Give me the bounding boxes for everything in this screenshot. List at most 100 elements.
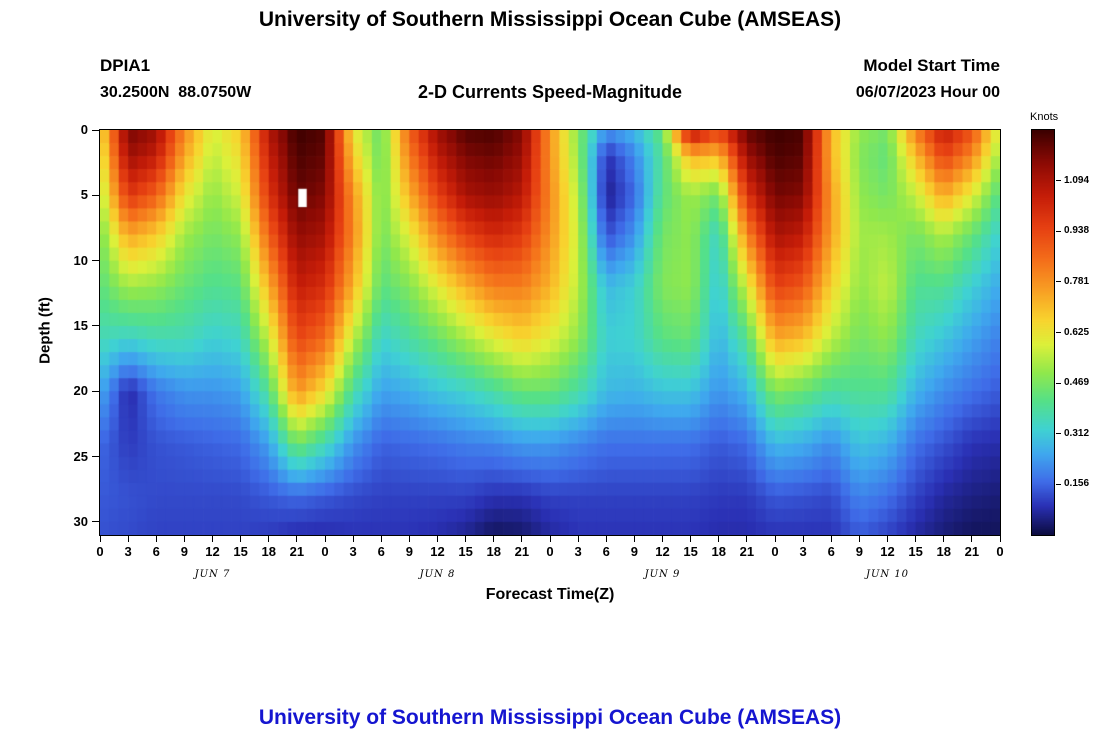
x-tick-label: 3 [124, 544, 132, 559]
x-tick [155, 536, 157, 542]
colorbar-tick [1056, 433, 1061, 435]
x-tick-label: 15 [458, 544, 473, 559]
x-tick-label: 21 [964, 544, 980, 559]
x-tick [662, 536, 663, 542]
colorbar-frame [1031, 129, 1055, 536]
colorbar-tick [1056, 180, 1061, 182]
x-tick [268, 536, 270, 542]
x-tick-label: 9 [180, 544, 188, 559]
x-tick [774, 536, 776, 542]
x-tick [690, 536, 692, 542]
x-tick-label: 6 [152, 544, 160, 559]
x-tick-label: 21 [739, 544, 755, 559]
x-tick-label: 9 [855, 544, 863, 559]
day-label: JUN 10 [865, 569, 910, 580]
colorbar-tick [1056, 281, 1061, 283]
x-tick-label: 15 [908, 544, 923, 559]
x-tick [352, 536, 354, 542]
x-tick [605, 536, 607, 542]
y-tick [92, 129, 99, 131]
y-tick-label: 0 [80, 122, 88, 137]
y-tick [92, 456, 99, 458]
x-tick [380, 536, 382, 542]
x-tick-label: 12 [430, 544, 445, 559]
x-tick-label: 0 [546, 544, 554, 559]
y-tick-label: 25 [73, 448, 88, 464]
x-tick [633, 536, 635, 542]
x-tick-label: 0 [321, 544, 329, 559]
x-tick-label: 6 [827, 544, 835, 559]
colorbar-tick-label: 1.094 [1064, 174, 1090, 186]
x-tick [858, 536, 860, 542]
x-tick-label: 9 [630, 544, 638, 559]
chart-title: 2-D Currents Speed-Magnitude [417, 82, 683, 102]
y-tick-label: 15 [73, 317, 88, 333]
x-tick-label: 12 [655, 544, 670, 559]
day-label: JUN 8 [419, 569, 456, 580]
x-tick-label: 0 [771, 544, 779, 559]
x-tick [437, 536, 438, 542]
x-tick [296, 536, 298, 542]
x-tick [212, 536, 213, 542]
colorbar-tick-label: 0.625 [1064, 326, 1090, 338]
x-tick [915, 536, 917, 542]
x-tick [408, 536, 410, 542]
y-tick-label: 30 [73, 513, 88, 529]
x-tick-label: 15 [683, 544, 698, 559]
x-tick-label: 18 [261, 544, 276, 559]
x-tick-label: 18 [711, 544, 726, 559]
y-tick [92, 390, 99, 392]
x-tick-label: 6 [602, 544, 610, 559]
x-tick-label: 15 [233, 544, 248, 559]
x-tick [718, 536, 720, 542]
x-tick-label: 9 [405, 544, 413, 559]
x-tick-label: 21 [514, 544, 530, 559]
colorbar-tick-label: 0.312 [1064, 427, 1090, 439]
main-title: University of Southern Mississippi Ocean… [258, 8, 842, 31]
x-tick [802, 536, 804, 542]
x-tick [127, 536, 129, 542]
y-tick [92, 194, 99, 196]
colorbar-canvas [1032, 130, 1054, 535]
x-tick [999, 536, 1001, 542]
colorbar-tick [1056, 483, 1061, 485]
x-tick [465, 536, 467, 542]
model-start-value: 06/07/2023 Hour 00 [855, 84, 1000, 101]
next-page-title: University of Southern Mississippi Ocean… [258, 706, 842, 729]
day-label: JUN 7 [194, 569, 231, 580]
y-tick-label: 5 [80, 187, 88, 203]
currents-heatmap-canvas [100, 130, 1000, 535]
x-tick-label: 18 [936, 544, 951, 559]
x-axis-label: Forecast Time(Z) [485, 586, 615, 603]
plot-frame [99, 129, 1001, 536]
colorbar-unit-label: Knots [1030, 111, 1059, 123]
y-tick [92, 521, 99, 523]
x-tick [577, 536, 579, 542]
x-tick [971, 536, 973, 542]
x-tick [521, 536, 523, 542]
station-coordinates: 30.2500N 88.0750W [100, 84, 252, 101]
x-tick [887, 536, 888, 542]
x-tick [99, 536, 101, 542]
x-tick [240, 536, 242, 542]
station-id: DPIA1 [100, 56, 151, 75]
x-tick [493, 536, 495, 542]
x-tick [183, 536, 185, 542]
y-tick [92, 325, 99, 327]
x-tick [324, 536, 326, 542]
colorbar-tick [1056, 332, 1061, 333]
colorbar-tick [1056, 230, 1061, 232]
day-label: JUN 9 [644, 569, 681, 580]
y-axis-label: Depth (ft) [36, 297, 54, 364]
y-tick-label: 20 [73, 383, 88, 399]
colorbar-tick-label: 0.781 [1064, 275, 1090, 287]
colorbar-tick-label: 0.469 [1064, 377, 1090, 389]
x-tick-label: 12 [880, 544, 895, 559]
x-tick-label: 3 [574, 544, 582, 559]
x-tick-label: 6 [377, 544, 385, 559]
x-tick-label: 0 [996, 544, 1004, 559]
x-tick [830, 536, 832, 542]
y-tick [92, 260, 99, 262]
x-tick [943, 536, 945, 542]
